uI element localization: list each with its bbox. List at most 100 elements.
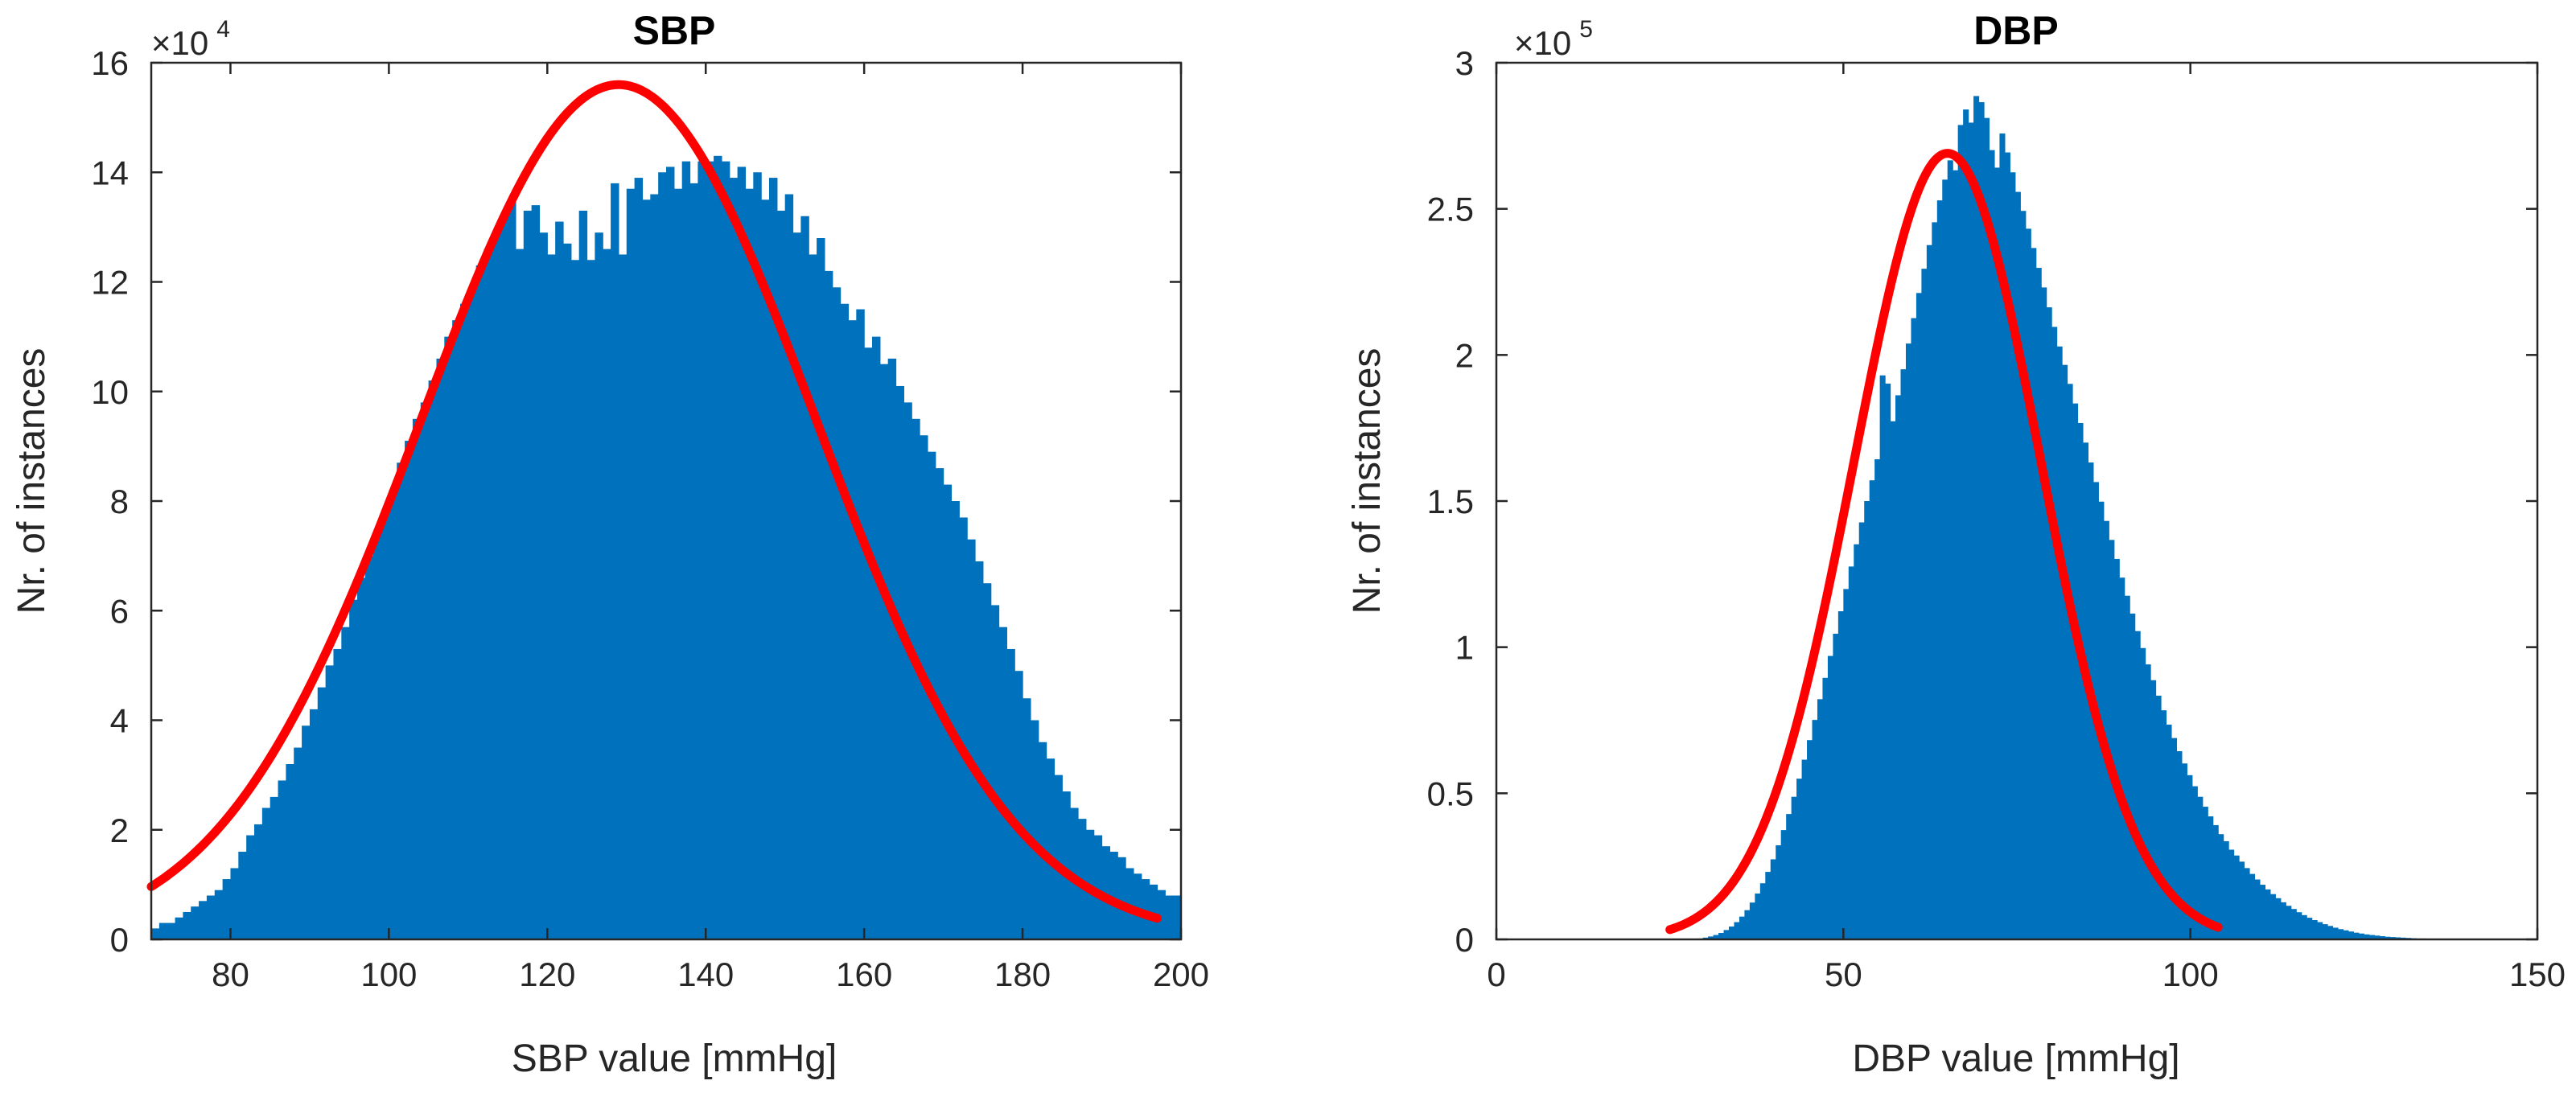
- dbp-histogram-bar: [1807, 740, 1813, 939]
- dbp-histogram-bar: [2385, 936, 2391, 939]
- sbp-histogram-bar: [246, 835, 255, 939]
- sbp-histogram-bar: [911, 418, 920, 939]
- dbp-histogram-bar: [2130, 613, 2136, 939]
- dbp-histogram-bar: [1796, 779, 1803, 939]
- sbp-histogram-bar: [436, 358, 445, 940]
- sbp-histogram-bar: [206, 895, 216, 939]
- sbp-histogram-bar: [222, 879, 232, 939]
- sbp-histogram-bar: [879, 364, 889, 939]
- dbp-histogram-bar: [2208, 816, 2214, 939]
- sbp-chart: 80 100 120 140 160 180 200 0 2 4 6 8 10 12 14 16 SBP S…: [10, 8, 1209, 1080]
- sbp-histogram-bar: [848, 320, 857, 939]
- sbp-histogram-bar: [452, 320, 461, 939]
- sbp-histogram-bar: [714, 155, 722, 939]
- dbp-y-tick-label: 0.5: [1427, 775, 1474, 812]
- sbp-y-tick-label: 10: [91, 373, 129, 411]
- dbp-histogram-bar: [2269, 894, 2276, 939]
- dbp-histogram-bar: [1905, 343, 1912, 939]
- dbp-histogram-bar: [1932, 222, 1938, 939]
- dbp-histogram-bar: [2197, 796, 2204, 939]
- sbp-histogram-bar: [1173, 895, 1182, 939]
- dbp-histogram-bar: [2218, 834, 2224, 939]
- sbp-histogram-bar: [761, 199, 770, 939]
- sbp-histogram-bar: [769, 178, 778, 939]
- dbp-histogram-bar: [2155, 695, 2162, 939]
- sbp-histogram-bar: [1093, 835, 1103, 939]
- sbp-histogram-bars: [151, 155, 1182, 940]
- sbp-histogram-bar: [500, 216, 508, 939]
- dbp-histogram-bar: [2035, 268, 2042, 939]
- dbp-histogram-bar: [1723, 930, 1730, 939]
- dbp-x-ticks: 0 50 100 150: [1487, 63, 2566, 993]
- dbp-histogram-bar: [2254, 879, 2261, 939]
- sbp-histogram-bar: [523, 210, 533, 939]
- dbp-histogram-bar: [1791, 796, 1797, 939]
- dbp-histogram-bar: [1994, 167, 2001, 939]
- sbp-histogram-bar: [1030, 720, 1039, 939]
- sbp-histogram-bar: [309, 709, 319, 940]
- dbp-histogram-bar: [1921, 269, 1928, 939]
- sbp-histogram-bar: [753, 172, 762, 939]
- dbp-histogram-bar: [1926, 244, 1932, 940]
- sbp-histogram-bar: [586, 260, 595, 939]
- sbp-histogram-bar: [595, 232, 603, 939]
- sbp-histogram-bar: [673, 188, 683, 939]
- dbp-histogram-bar: [2353, 932, 2360, 939]
- sbp-histogram-bar: [809, 254, 817, 939]
- sbp-histogram-bar: [191, 906, 200, 940]
- sbp-x-tick-label: 160: [836, 955, 892, 993]
- sbp-histogram-bar: [238, 852, 247, 939]
- sbp-histogram-bar: [817, 238, 825, 939]
- dbp-histogram-bar: [2239, 861, 2245, 939]
- sbp-histogram-bar: [1054, 775, 1063, 940]
- dbp-histogram-bar: [1978, 102, 1985, 939]
- sbp-histogram-bar: [1133, 873, 1142, 939]
- sbp-histogram-bar: [389, 490, 397, 940]
- dbp-histogram-bar: [1833, 633, 1839, 939]
- dbp-histogram-bar: [2358, 933, 2364, 939]
- sbp-histogram-bar: [951, 501, 960, 939]
- dbp-histogram-bar: [1963, 109, 1969, 939]
- dbp-histogram-bar: [1895, 395, 1902, 940]
- sbp-histogram-bar: [444, 336, 453, 940]
- sbp-histogram-bar: [397, 462, 405, 939]
- dbp-histogram-bar: [1947, 160, 1953, 940]
- dbp-y-tick-label: 1: [1455, 629, 1474, 667]
- sbp-histogram-bar: [784, 194, 794, 939]
- dbp-histogram-bar: [1874, 459, 1881, 939]
- sbp-histogram-bar: [1006, 648, 1015, 939]
- dbp-histogram-bar: [2327, 926, 2334, 939]
- sbp-histogram-bar: [721, 161, 730, 940]
- dbp-histogram-bar: [2379, 936, 2385, 939]
- sbp-histogram-bar: [681, 161, 691, 940]
- dbp-histogram-bar: [1728, 927, 1735, 939]
- sbp-y-tick-label: 12: [91, 264, 129, 302]
- sbp-histogram-bar: [1023, 698, 1031, 939]
- sbp-y-exponent-base: ×10: [151, 24, 208, 62]
- dbp-histogram-bar: [1953, 170, 1959, 939]
- sbp-histogram-bar: [317, 687, 327, 940]
- dbp-y-tick-label: 3: [1455, 44, 1474, 82]
- dbp-histogram-bar: [1734, 922, 1740, 939]
- dbp-histogram-bar: [1911, 318, 1917, 939]
- sbp-histogram-bar: [1109, 852, 1118, 939]
- dbp-histogram-bar: [1936, 200, 1943, 939]
- sbp-histogram-bar: [333, 648, 342, 939]
- dbp-histogram-bar: [2171, 738, 2178, 939]
- sbp-histogram-bar: [697, 161, 706, 940]
- dbp-histogram-bar: [1780, 830, 1787, 939]
- dbp-histogram-bar: [2176, 751, 2183, 939]
- sbp-histogram-bar: [230, 868, 239, 939]
- sbp-y-axis-label: Nr. of instances: [10, 348, 53, 614]
- dbp-histogram-bar: [2191, 786, 2198, 939]
- sbp-histogram-bar: [420, 402, 430, 940]
- sbp-histogram-bar: [998, 627, 1007, 939]
- dbp-histogram-bar: [2056, 346, 2063, 939]
- dbp-histogram-bar: [2223, 840, 2229, 939]
- dbp-histogram-bar: [2233, 855, 2240, 939]
- dbp-y-tick-label: 2.5: [1427, 191, 1474, 228]
- sbp-histogram-bar: [666, 166, 675, 939]
- dbp-histogram-bar: [2134, 631, 2141, 939]
- sbp-histogram-bar: [467, 287, 477, 939]
- dbp-histogram-bar: [2244, 868, 2250, 939]
